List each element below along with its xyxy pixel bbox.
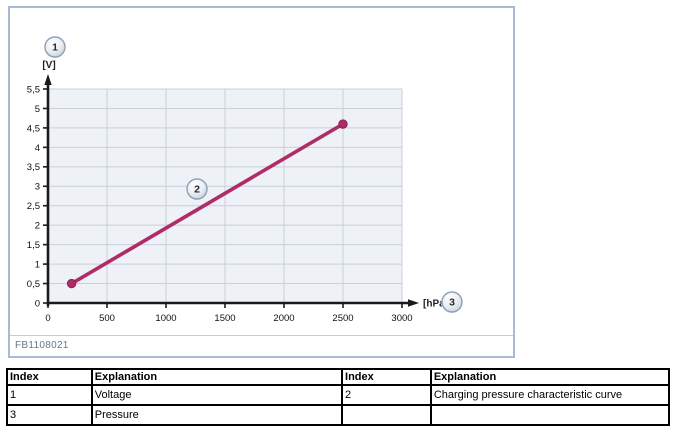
x-tick-label: 0 [45,313,50,324]
callout-circle-1 [44,36,66,58]
legend-header-cell: Explanation [429,368,671,386]
legend-header-cell: Explanation [90,368,344,386]
y-tick-label: 1,5 [27,240,40,251]
callout-number-1: 1 [52,42,58,54]
y-axis-arrowhead [44,74,52,85]
legend-table-head: Index Explanation Index Explanation [6,368,671,386]
callout-circle-2 [186,178,208,200]
x-tick-label: 3000 [391,313,412,324]
legend-row: 1 Voltage 2 Charging pressure characteristi… [6,384,671,406]
legend-table-body: 1 Voltage 2 Charging pressure characteristi… [6,384,671,426]
pressure-voltage-chart: 0 500 1000 1500 2000 2500 3000 0 0,5 1 1,5 2 2,5 3 3,5… [27,36,463,324]
legend-cell: 2 [341,384,432,406]
y-tick-label: 5 [35,104,40,115]
callout-circle-3 [441,291,463,313]
y-tick-label: 2 [35,221,40,232]
x-axis-unit-label: [hPa] [423,299,448,310]
y-tick-label: 5,5 [27,84,40,95]
legend-cell [429,404,671,426]
x-tick-label: 1500 [214,313,235,324]
x-axis-arrowhead [408,299,419,307]
legend-cell [341,404,432,426]
callout-number-2: 2 [194,184,200,196]
legend-cell: Charging pressure characteristic curve [429,384,671,406]
y-tick-label: 0 [35,298,40,309]
legend-header-cell: Index [6,368,93,386]
x-tick-label: 1000 [155,313,176,324]
legend-header-row: Index Explanation Index Explanation [6,368,671,386]
y-tick-label: 4 [35,143,40,154]
legend-header-cell: Index [341,368,432,386]
figure-panel: 0 500 1000 1500 2000 2500 3000 0 0,5 1 1,5 2 2,5 3 3,5… [8,6,515,358]
legend-cell: 3 [6,404,93,426]
y-axis-unit-label: [V] [42,60,55,71]
y-tick-label: 2,5 [27,201,40,212]
curve-endpoint-dot [66,278,77,289]
figure-id-label: FB1108021 [10,335,513,356]
x-tick-label: 500 [99,313,115,324]
callout-number-3: 3 [449,297,455,309]
x-tick-label: 2500 [332,313,353,324]
legend-cell: 1 [6,384,93,406]
legend-cell: Pressure [90,404,344,426]
y-tick-label: 1 [35,259,40,270]
legend-row: 3 Pressure [6,404,671,426]
y-tick-label: 3,5 [27,162,40,173]
y-tick-label: 4,5 [27,123,40,134]
characteristic-curve [69,122,345,286]
legend-table: Index Explanation Index Explanation 1 Voltag… [6,368,671,426]
x-tick-label: 2000 [273,313,294,324]
y-tick-label: 3 [35,182,40,193]
y-tick-label: 0,5 [27,279,40,290]
curve-endpoint-dot [338,119,348,129]
legend-cell: Voltage [90,384,344,406]
